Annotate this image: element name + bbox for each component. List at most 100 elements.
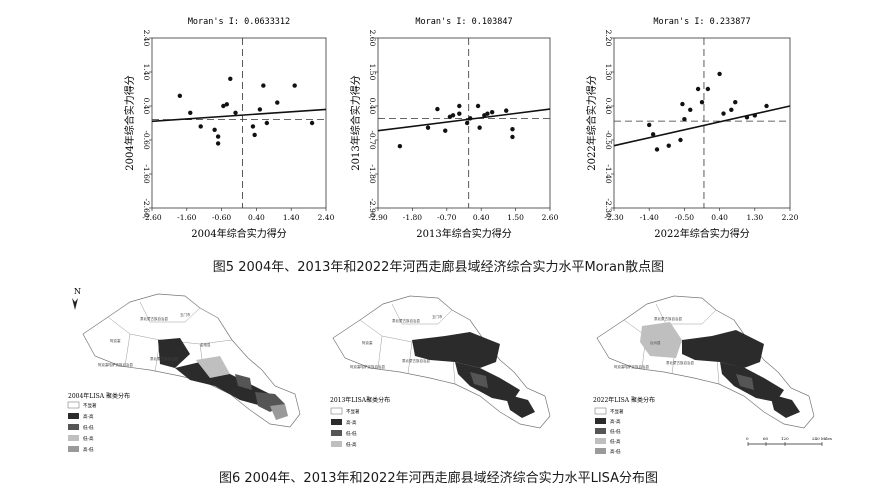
x-tick-label: -2.30 xyxy=(604,213,623,222)
data-point xyxy=(717,71,722,77)
x-axis-label: 2022年综合实力得分 xyxy=(654,227,749,240)
x-tick-label: -2.90 xyxy=(368,213,387,222)
data-point xyxy=(212,127,217,132)
x-tick-label: 0.40 xyxy=(711,213,728,222)
x-tick-label: 1.40 xyxy=(283,213,300,222)
legend-item-label: 低-高 xyxy=(83,435,94,442)
svg-text:玉门市: 玉门市 xyxy=(432,314,443,319)
svg-text:瓜州县: 瓜州县 xyxy=(650,340,661,345)
y-tick-label: -0.60 xyxy=(142,130,151,149)
data-point xyxy=(650,132,656,137)
data-point xyxy=(292,83,297,88)
x-tick-label: 1.50 xyxy=(507,213,524,222)
data-point xyxy=(233,110,238,116)
scale-tick-label: 60 xyxy=(763,436,769,441)
chart-title: Moran's I: 0.233877 xyxy=(653,17,750,27)
svg-text:阿克塞哈萨克族自治县: 阿克塞哈萨克族自治县 xyxy=(350,364,385,369)
legend-title-2013: 2013年LISA聚类分布 xyxy=(330,396,390,404)
scale-tick-label: 240 Miles xyxy=(812,436,832,441)
legend-item-label: 不显著 xyxy=(346,408,360,415)
legend-item-label: 低-高 xyxy=(346,441,357,448)
svg-text:阿克塞: 阿克塞 xyxy=(362,340,373,345)
data-point xyxy=(457,103,462,109)
data-point xyxy=(257,107,263,112)
data-point xyxy=(485,111,490,116)
data-point xyxy=(250,124,256,129)
data-point xyxy=(680,101,685,107)
north-arrow-label: N xyxy=(74,287,81,296)
x-tick-label: 1.30 xyxy=(746,213,763,222)
y-tick-label: -2.30 xyxy=(604,198,613,217)
svg-text:阿克塞: 阿克塞 xyxy=(110,338,121,343)
data-point xyxy=(654,147,660,152)
data-point xyxy=(752,113,757,118)
data-point xyxy=(309,120,315,126)
data-point xyxy=(682,117,687,122)
legend-item-label: 不显著 xyxy=(83,402,97,409)
data-point xyxy=(450,113,456,118)
x-tick-label: -2.60 xyxy=(142,213,161,222)
svg-text:阿克塞哈萨克族自治县: 阿克塞哈萨克族自治县 xyxy=(614,364,649,369)
data-point xyxy=(457,111,462,116)
x-tick-label: 2.20 xyxy=(782,213,799,222)
data-point xyxy=(443,128,448,133)
data-point xyxy=(397,143,403,149)
legend-item-label: 低-低 xyxy=(83,424,94,431)
y-tick-label: -0.70 xyxy=(368,130,377,149)
x-tick-label: 0.40 xyxy=(248,213,265,222)
svg-text:肃北蒙古族自治县: 肃北蒙古族自治县 xyxy=(150,356,178,361)
y-tick-label: 2.20 xyxy=(604,30,613,47)
svg-text:肃北蒙古族自治县: 肃北蒙古族自治县 xyxy=(392,318,420,323)
svg-text:肃北蒙古族自治县: 肃北蒙古族自治县 xyxy=(666,360,694,365)
y-axis-label: 2013年综合实力得分 xyxy=(349,75,362,170)
data-point xyxy=(489,109,495,115)
legend-item-label: 高-低 xyxy=(83,446,94,453)
legend-title-2022: 2022年LISA 聚类分布 xyxy=(593,396,655,404)
chart-title: Moran's I: 0.103847 xyxy=(415,17,512,27)
x-axis-label: 2004年综合实力得分 xyxy=(191,227,286,240)
legend-item-label: 低-高 xyxy=(610,438,621,445)
legend-title-2004: 2004年LISA 聚类分布 xyxy=(68,392,130,400)
y-tick-label: -1.80 xyxy=(368,164,377,183)
data-point xyxy=(228,76,233,82)
y-tick-label: -1.40 xyxy=(604,164,613,183)
legend-items-2004: 不显著 高-高 低-低 低-高 高-低 xyxy=(67,401,97,453)
data-point xyxy=(464,120,470,126)
data-point xyxy=(504,108,509,113)
svg-text:肃北蒙古族自治县: 肃北蒙古族自治县 xyxy=(654,316,682,321)
scale-bar: 0 60 120 240 Miles xyxy=(746,436,832,446)
scale-tick-label: 0 xyxy=(746,436,749,441)
legend-item-label: 高-高 xyxy=(346,419,357,426)
data-point xyxy=(688,107,693,112)
data-point xyxy=(468,116,473,121)
svg-text:肃北蒙古族自治县: 肃北蒙古族自治县 xyxy=(402,358,430,363)
x-tick-label: 2.60 xyxy=(542,213,559,222)
plot-frame xyxy=(151,37,327,209)
data-point xyxy=(275,100,280,105)
y-tick-label: 0.40 xyxy=(604,98,613,115)
x-tick-label: 0.40 xyxy=(473,213,490,222)
legend-item-label: 低-低 xyxy=(610,428,621,435)
data-point xyxy=(733,100,738,105)
data-point xyxy=(729,107,734,112)
legend-item-label: 不显著 xyxy=(610,408,624,415)
y-tick-label: 0.40 xyxy=(368,98,377,115)
svg-text:玉门市: 玉门市 xyxy=(180,312,191,317)
figure5-caption: 图5 2004年、2013年和2022年河西走廊县域经济综合实力水平Moran散… xyxy=(212,260,665,275)
svg-text:金塔县: 金塔县 xyxy=(200,342,211,347)
data-point xyxy=(264,120,270,126)
y-tick-label: -1.60 xyxy=(142,164,151,183)
legend-item-label: 高-高 xyxy=(610,418,621,425)
scatter-panel-0: Moran's I: 0.0633312 -2.60 -1.60 -0.60 0.40 1… xyxy=(123,17,335,240)
y-tick-label: 0.40 xyxy=(142,98,151,115)
figure6-caption: 图6 2004年、2013年和2022年河西走廊县域经济综合实力水平LISA分布… xyxy=(218,471,659,486)
x-axis-label: 2013年综合实力得分 xyxy=(416,227,511,240)
x-tick-label: 2.40 xyxy=(318,213,335,222)
x-tick-label: -1.40 xyxy=(640,213,659,222)
y-tick-label: 1.50 xyxy=(368,64,377,81)
x-tick-label: -0.50 xyxy=(675,213,694,222)
plot-frame xyxy=(377,37,551,209)
y-tick-label: 1.40 xyxy=(142,64,151,81)
scatter-panel-2: Moran's I: 0.233877 -2.30 -1.40 -0.50 0.40 1.… xyxy=(585,17,799,240)
